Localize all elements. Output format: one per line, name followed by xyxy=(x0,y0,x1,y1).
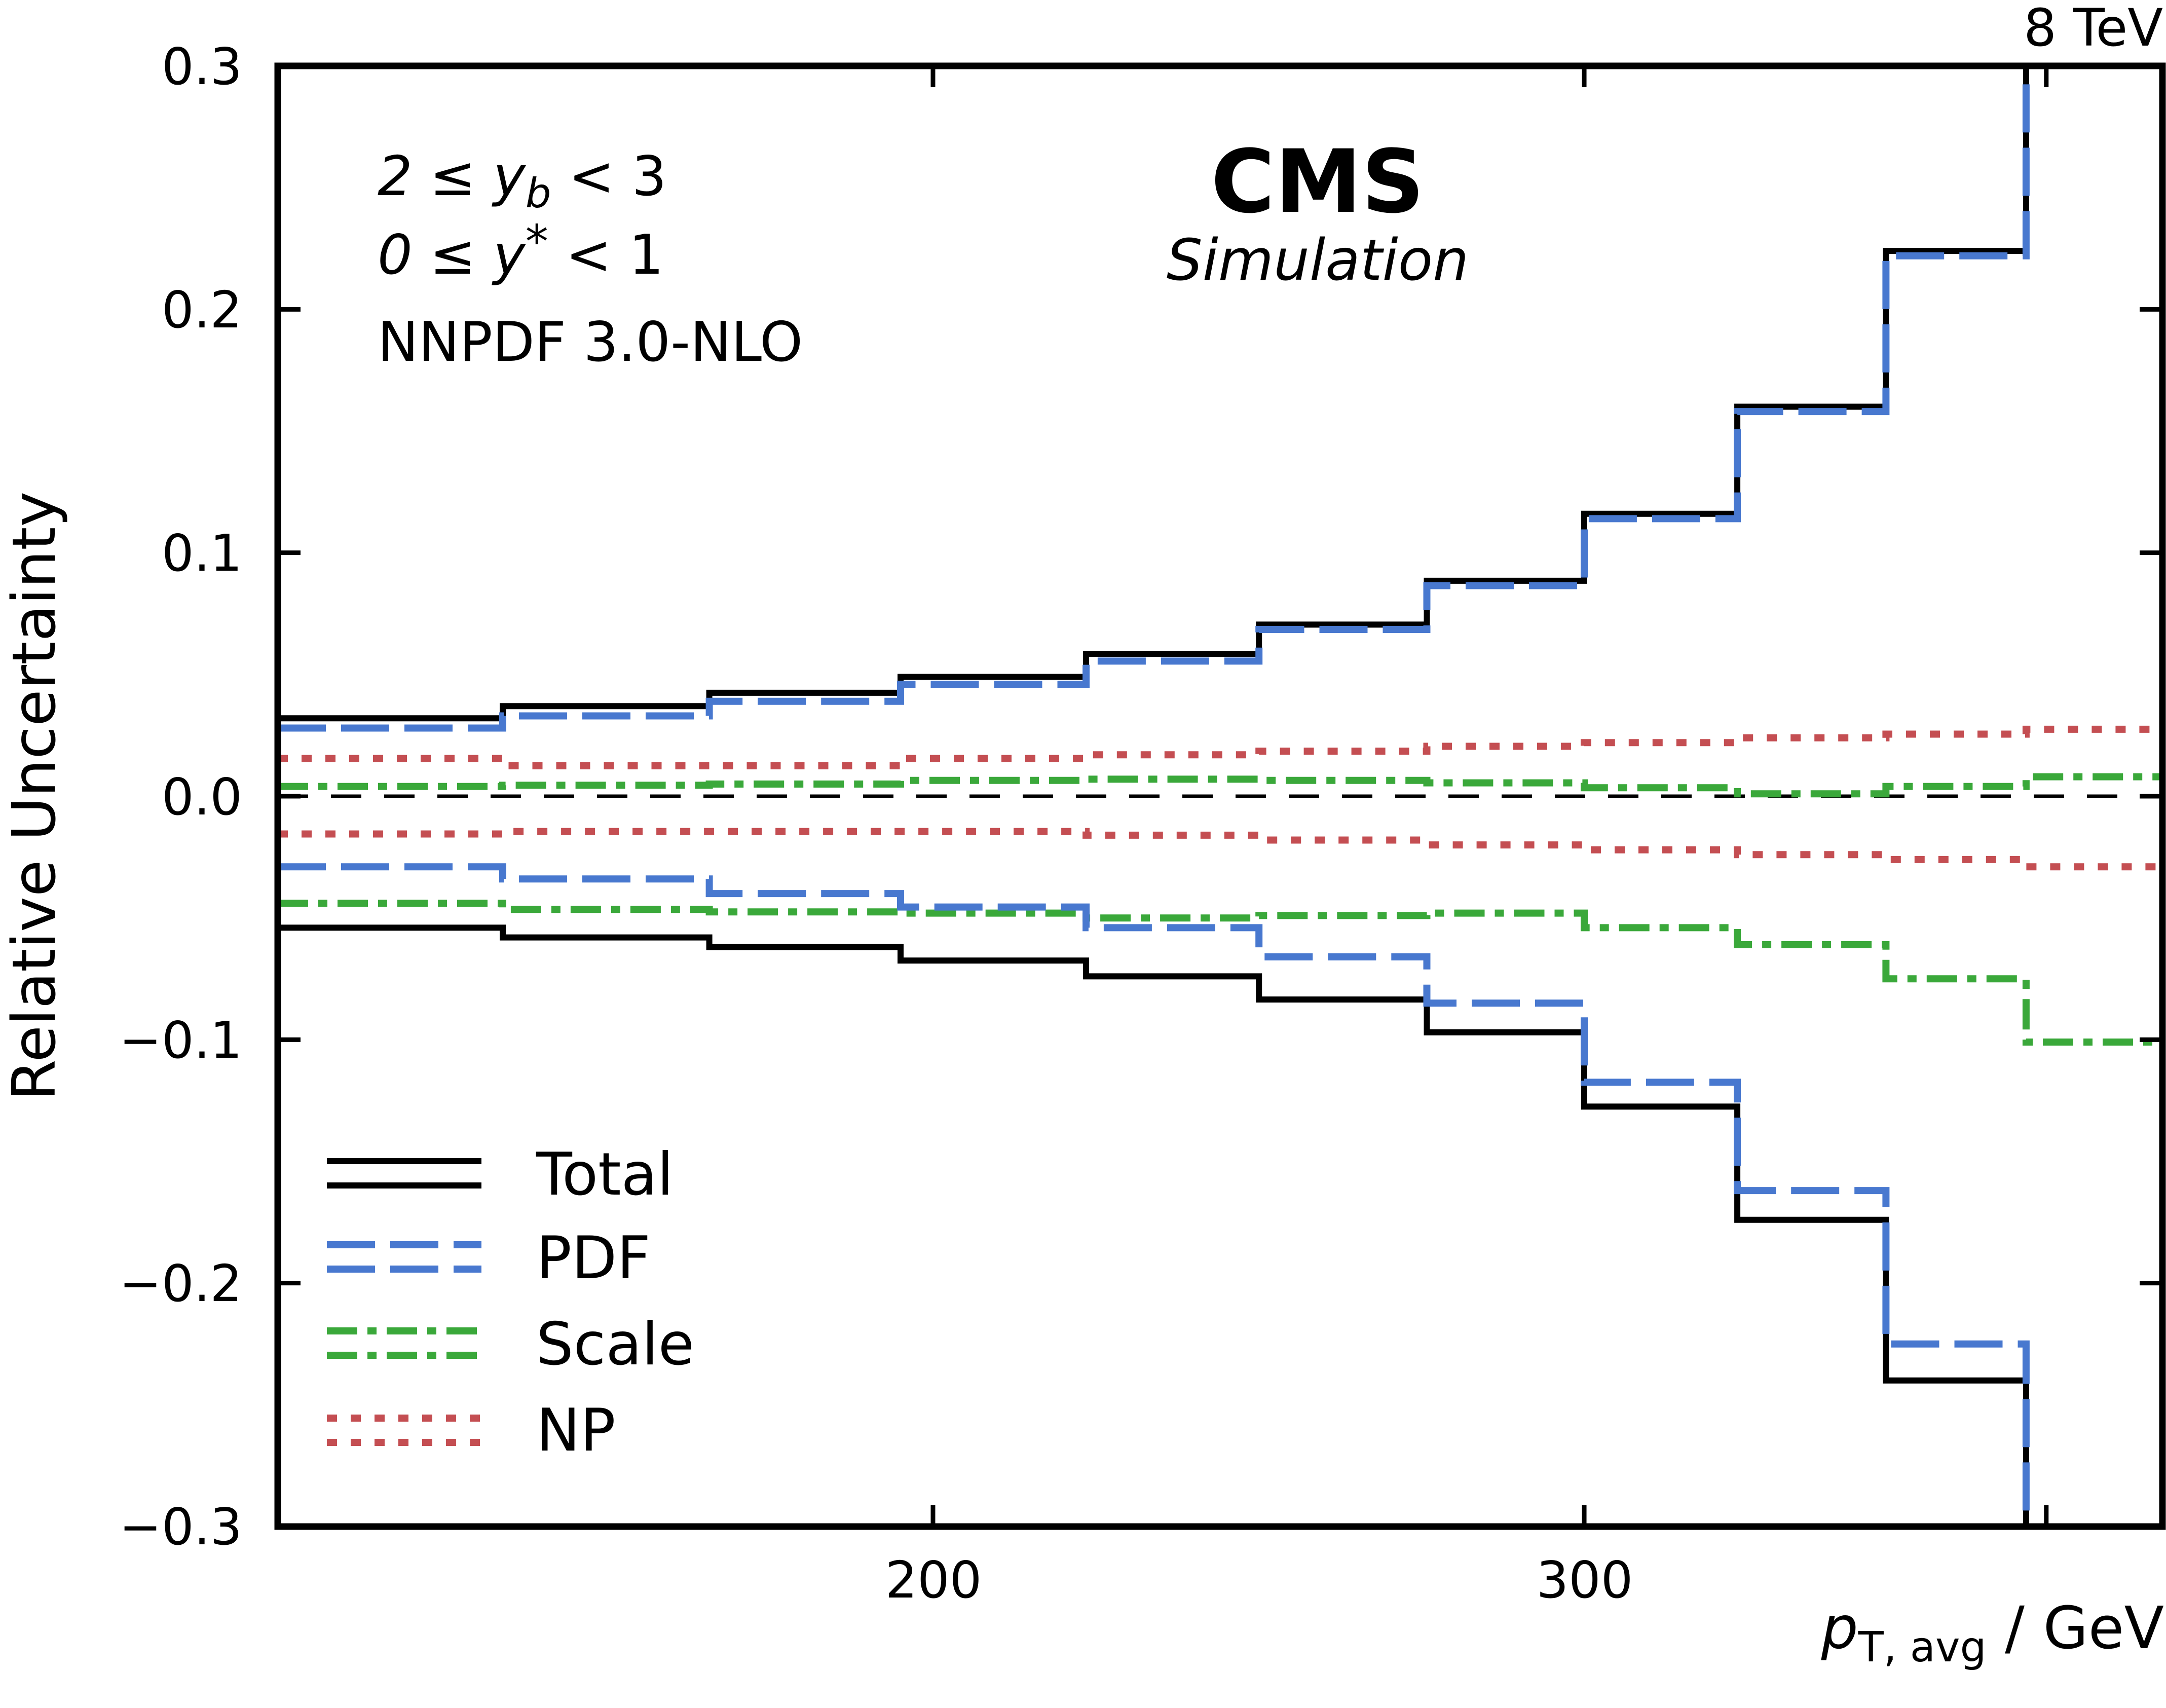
legend-label-scale: Scale xyxy=(536,1310,694,1379)
legend: Total PDF Scale NP xyxy=(536,1140,694,1465)
y-tick-label: −0.2 xyxy=(119,1254,242,1313)
x-axis-unit: / GeV xyxy=(1987,1594,2164,1662)
curves-layer xyxy=(278,66,2162,1527)
y-tick-label: 0.3 xyxy=(162,37,242,96)
y-tick-label: 0.0 xyxy=(162,767,242,827)
y-tick-label: 0.1 xyxy=(162,524,242,583)
legend-swatches xyxy=(327,1158,481,1446)
y-tick-label: −0.3 xyxy=(119,1497,242,1556)
yb-pre: 2 ≤ y xyxy=(378,145,527,208)
ystar-pre: 0 ≤ y xyxy=(378,224,527,287)
ystar-post: < 1 xyxy=(548,224,664,287)
x-axis-subscript: T, avg xyxy=(1858,1623,1987,1672)
pdf-upper-curve xyxy=(278,66,2030,732)
y-tick-label: 0.2 xyxy=(162,280,242,340)
experiment-name: CMS xyxy=(1211,131,1424,233)
legend-label-total: Total xyxy=(536,1140,674,1209)
np-upper-curve xyxy=(278,725,2162,769)
axes-layer xyxy=(274,62,2166,1530)
y-axis-title: Relative Uncertainty xyxy=(0,492,69,1101)
energy-label: 8 TeV xyxy=(2024,0,2163,58)
yb-post: < 3 xyxy=(551,145,667,208)
np-lower-curve xyxy=(278,828,2162,871)
ystar-sup: * xyxy=(526,215,548,269)
annotations: 2 ≤ yb < 3 0 ≤ y* < 1 NNPDF 3.0-NLO xyxy=(378,145,803,374)
x-tick-label: 200 xyxy=(885,1550,982,1610)
x-tick-label: 300 xyxy=(1537,1550,1633,1610)
x-tick-labels: 200 300 xyxy=(885,1550,1633,1610)
legend-label-pdf: PDF xyxy=(536,1224,651,1292)
legend-label-np: NP xyxy=(536,1396,616,1465)
yb-sub: b xyxy=(526,170,551,217)
yb-range-label: 2 ≤ yb < 3 xyxy=(378,145,666,217)
y-tick-label: −0.1 xyxy=(119,1011,242,1070)
ystar-range-label: 0 ≤ y* < 1 xyxy=(378,215,664,287)
scale-lower-curve xyxy=(278,900,2162,1046)
y-tick-labels: 0.3 0.2 0.1 0.0 −0.1 −0.2 −0.3 xyxy=(119,37,242,1556)
experiment-subtitle: Simulation xyxy=(1167,228,1469,293)
x-axis-title: pT, avg / GeV xyxy=(1821,1594,2164,1672)
scale-upper-curve xyxy=(278,773,2162,798)
x-axis-symbol: p xyxy=(1821,1594,1858,1662)
pdf-set-label: NNPDF 3.0-NLO xyxy=(378,311,803,374)
pdf-lower-curve xyxy=(278,863,2030,1527)
